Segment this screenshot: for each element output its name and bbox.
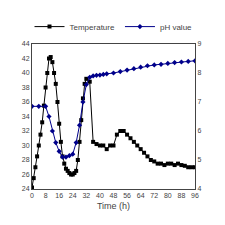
svg-text:5: 5 — [197, 156, 201, 163]
svg-text:28: 28 — [22, 156, 30, 163]
svg-text:80: 80 — [164, 192, 172, 199]
svg-text:88: 88 — [178, 192, 186, 199]
svg-text:7: 7 — [197, 98, 201, 105]
svg-text:8: 8 — [197, 69, 201, 76]
svg-text:32: 32 — [22, 127, 30, 134]
svg-text:32: 32 — [82, 192, 90, 199]
svg-text:44: 44 — [22, 40, 30, 47]
svg-text:34: 34 — [22, 113, 30, 120]
svg-text:56: 56 — [123, 192, 131, 199]
svg-text:36: 36 — [22, 98, 30, 105]
svg-text:42: 42 — [22, 55, 30, 62]
svg-text:40: 40 — [22, 69, 30, 76]
svg-text:38: 38 — [22, 84, 30, 91]
svg-text:26: 26 — [22, 171, 30, 178]
svg-text:30: 30 — [22, 142, 30, 149]
svg-text:pH value: pH value — [160, 23, 192, 32]
svg-text:24: 24 — [22, 185, 30, 192]
svg-text:48: 48 — [110, 192, 118, 199]
svg-text:72: 72 — [150, 192, 158, 199]
svg-text:40: 40 — [96, 192, 104, 199]
svg-text:4: 4 — [197, 185, 201, 192]
svg-text:24: 24 — [69, 192, 77, 199]
svg-text:96: 96 — [191, 192, 199, 199]
svg-text:16: 16 — [55, 192, 63, 199]
svg-text:0: 0 — [30, 192, 34, 199]
svg-text:8: 8 — [44, 192, 48, 199]
svg-text:Temperature: Temperature — [70, 23, 115, 32]
svg-text:Time (h): Time (h) — [97, 201, 130, 211]
svg-text:64: 64 — [137, 192, 145, 199]
svg-text:9: 9 — [197, 40, 201, 47]
svg-text:6: 6 — [197, 127, 201, 134]
